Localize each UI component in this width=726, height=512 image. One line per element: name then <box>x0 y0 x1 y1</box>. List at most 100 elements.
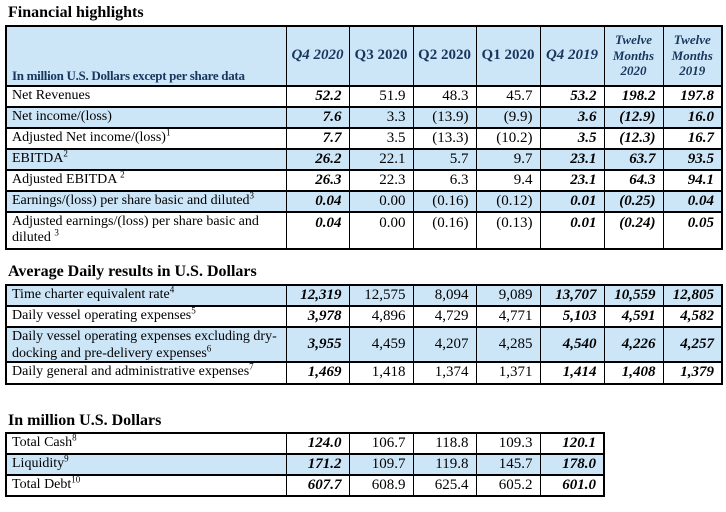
row-label-cell: Liquidity9 <box>5 453 287 477</box>
footnote-reference: 3 <box>249 190 255 201</box>
value-cell: (0.16) <box>412 189 477 213</box>
footnote-reference: 2 <box>120 169 125 180</box>
row-label: Total Debt <box>12 477 72 493</box>
table-row: Net Revenues 52.2 51.9 48.3 45.7 53.2 198.2 197… <box>5 84 723 108</box>
value-cell: 0.04 <box>285 210 350 251</box>
value-cell: 4,459 <box>348 325 414 363</box>
value-cell: 607.7 <box>285 474 350 498</box>
footnote-reference: 9 <box>64 454 69 464</box>
value-cell: 197.8 <box>662 84 723 108</box>
row-label: Adjusted EBITDA <box>12 171 121 187</box>
value-cell: 118.8 <box>412 432 477 456</box>
value-cell: 0.00 <box>348 189 414 213</box>
value-cell: 1,414 <box>539 360 605 385</box>
footnote-reference: 3 <box>54 227 59 238</box>
row-label-cell: Daily general and administrative expense… <box>5 360 287 385</box>
value-cell: (13.3) <box>412 126 477 150</box>
value-cell: 3.5 <box>539 126 605 150</box>
value-cell: 0.05 <box>662 210 723 251</box>
value-cell: 178.0 <box>539 453 605 477</box>
value-cell: 605.2 <box>475 474 541 498</box>
column-header-q2-2020: Q2 2020 <box>412 24 477 87</box>
value-cell: 3,978 <box>285 304 350 328</box>
row-label-cell: Total Cash8 <box>5 432 287 456</box>
table-row: Net income/(loss) 7.6 3.3 (13.9) (9.9) 3.6 (12… <box>5 105 723 129</box>
table-row: Adjusted earnings/(loss) per share basic… <box>5 210 723 251</box>
million-dollars-title: In million U.S. Dollars <box>8 411 162 429</box>
value-cell: 22.1 <box>348 147 414 171</box>
value-cell: 0.01 <box>539 210 605 251</box>
value-cell: 4,257 <box>662 325 723 363</box>
row-label: Net income/(loss) <box>12 108 112 124</box>
footnote-reference: 4 <box>169 284 175 295</box>
value-cell: 93.5 <box>662 147 723 171</box>
footnote-reference: 1 <box>165 127 171 138</box>
page: Financial highlights In million U.S. Dol… <box>5 4 723 498</box>
value-cell: 3.5 <box>348 126 414 150</box>
row-label: Total Cash <box>12 435 73 451</box>
row-label-cell: Adjusted Net income/(loss)1 <box>5 126 287 150</box>
value-cell: 4,591 <box>603 304 664 328</box>
value-cell: 4,540 <box>539 325 605 363</box>
value-cell: 0.01 <box>539 189 605 213</box>
value-cell: 94.1 <box>662 168 723 192</box>
value-cell: 45.7 <box>475 84 541 108</box>
table-row: Daily general and administrative expense… <box>5 360 723 385</box>
value-cell: 16.0 <box>662 105 723 129</box>
value-cell: 52.2 <box>285 84 350 108</box>
value-cell: 13,707 <box>539 283 605 307</box>
table-row: Daily vessel operating expenses5 3,978 4,8… <box>5 304 723 328</box>
value-cell: 16.7 <box>662 126 723 150</box>
row-label-cell: Daily vessel operating expenses excludin… <box>5 325 287 363</box>
row-label-cell: Earnings/(loss) per share basic and dilu… <box>5 189 287 213</box>
value-cell: 6.3 <box>412 168 477 192</box>
row-label: Adjusted earnings/(loss) per share basic… <box>12 213 259 246</box>
row-label-cell: EBITDA2 <box>5 147 287 171</box>
column-header-q4-2020: Q4 2020 <box>285 24 350 87</box>
footnote-reference: 5 <box>191 305 196 316</box>
value-cell: 23.1 <box>539 168 605 192</box>
row-label: Daily vessel operating expenses excludin… <box>12 328 277 360</box>
value-cell: (0.25) <box>603 189 664 213</box>
table-row: Time charter equivalent rate4 12,319 12,57… <box>5 283 723 307</box>
value-cell: 1,418 <box>348 360 414 385</box>
row-label-cell: Net Revenues <box>5 84 287 108</box>
value-cell: 109.3 <box>475 432 541 456</box>
value-cell: 12,319 <box>285 283 350 307</box>
value-cell: 4,226 <box>603 325 664 363</box>
value-cell: 4,729 <box>412 304 477 328</box>
table-row: EBITDA2 26.2 22.1 5.7 9.7 23.1 63.7 93.5 <box>5 147 723 171</box>
value-cell: 7.7 <box>285 126 350 150</box>
average-daily-results-title: Average Daily results in U.S. Dollars <box>8 263 257 281</box>
row-label: EBITDA <box>12 150 64 166</box>
value-cell: 7.6 <box>285 105 350 129</box>
value-cell: 26.2 <box>285 147 350 171</box>
value-cell: 1,469 <box>285 360 350 385</box>
value-cell: 9.7 <box>475 147 541 171</box>
table-row: Total Cash8 124.0 106.7 118.8 109.3 120.1 <box>5 432 605 456</box>
value-cell: 48.3 <box>412 84 477 108</box>
million-dollars-table: Total Cash8 124.0 106.7 118.8 109.3 120.1 Liqu… <box>5 432 605 498</box>
row-label: Daily vessel operating expenses <box>12 307 192 323</box>
row-label: Time charter equivalent rate <box>12 286 170 302</box>
value-cell: 10,559 <box>603 283 664 307</box>
column-header-twelve-months-2020: Twelve Months 2020 <box>603 24 664 87</box>
header-row: In million U.S. Dollars except per share… <box>5 24 723 87</box>
value-cell: (0.13) <box>475 210 541 251</box>
value-cell: 8,094 <box>412 283 477 307</box>
value-cell: 1,408 <box>603 360 664 385</box>
column-header-q1-2020: Q1 2020 <box>475 24 541 87</box>
row-label-cell: Total Debt10 <box>5 474 287 498</box>
average-daily-results-body: Time charter equivalent rate4 12,319 12,57… <box>5 283 723 385</box>
value-cell: (0.24) <box>603 210 664 251</box>
footnote-reference: 6 <box>206 342 212 353</box>
value-cell: 22.3 <box>348 168 414 192</box>
row-label-cell: Time charter equivalent rate4 <box>5 283 287 307</box>
value-cell: 4,207 <box>412 325 477 363</box>
average-daily-results-table: Time charter equivalent rate4 12,319 12,57… <box>5 283 723 385</box>
header-label-cell: In million U.S. Dollars except per share… <box>5 24 287 87</box>
value-cell: 9.4 <box>475 168 541 192</box>
row-label: Earnings/(loss) per share basic and dilu… <box>12 192 250 208</box>
table-row: Adjusted Net income/(loss)1 7.7 3.5 (13.3)(… <box>5 126 723 150</box>
value-cell: 12,805 <box>662 283 723 307</box>
